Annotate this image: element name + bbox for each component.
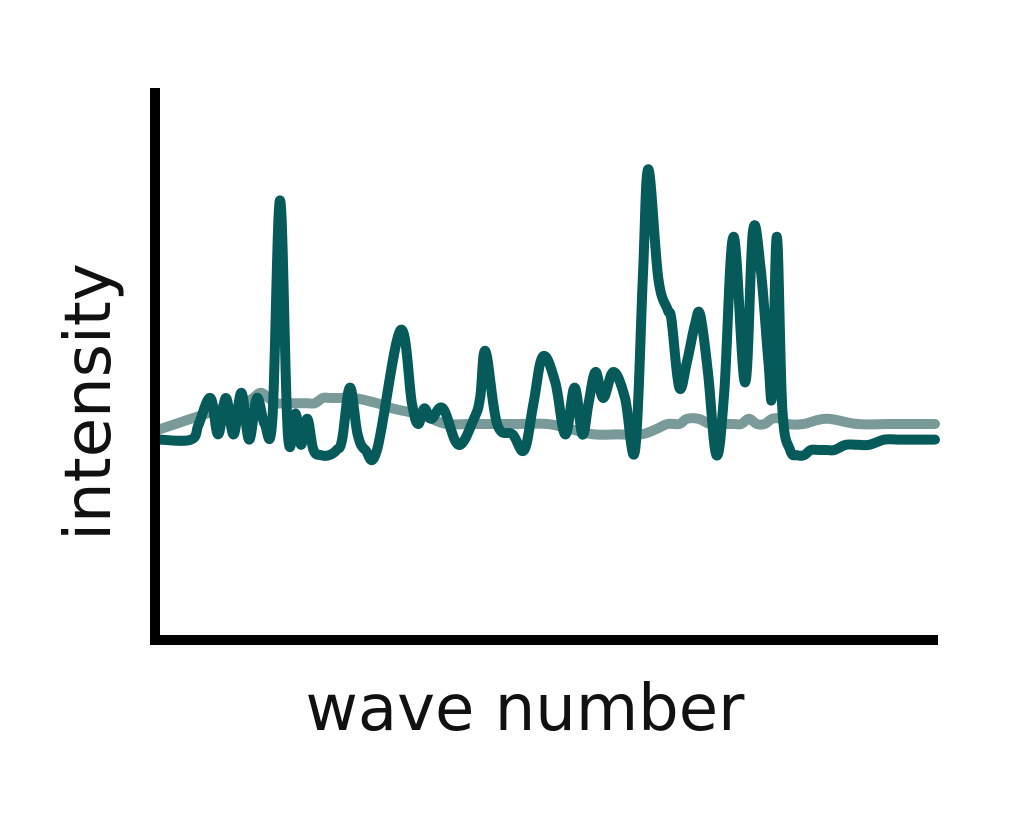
- x-axis-label: wave number: [306, 672, 746, 746]
- series-layer: [155, 164, 940, 466]
- y-axis-label: intensity: [52, 263, 126, 540]
- series-line-1: [155, 164, 940, 466]
